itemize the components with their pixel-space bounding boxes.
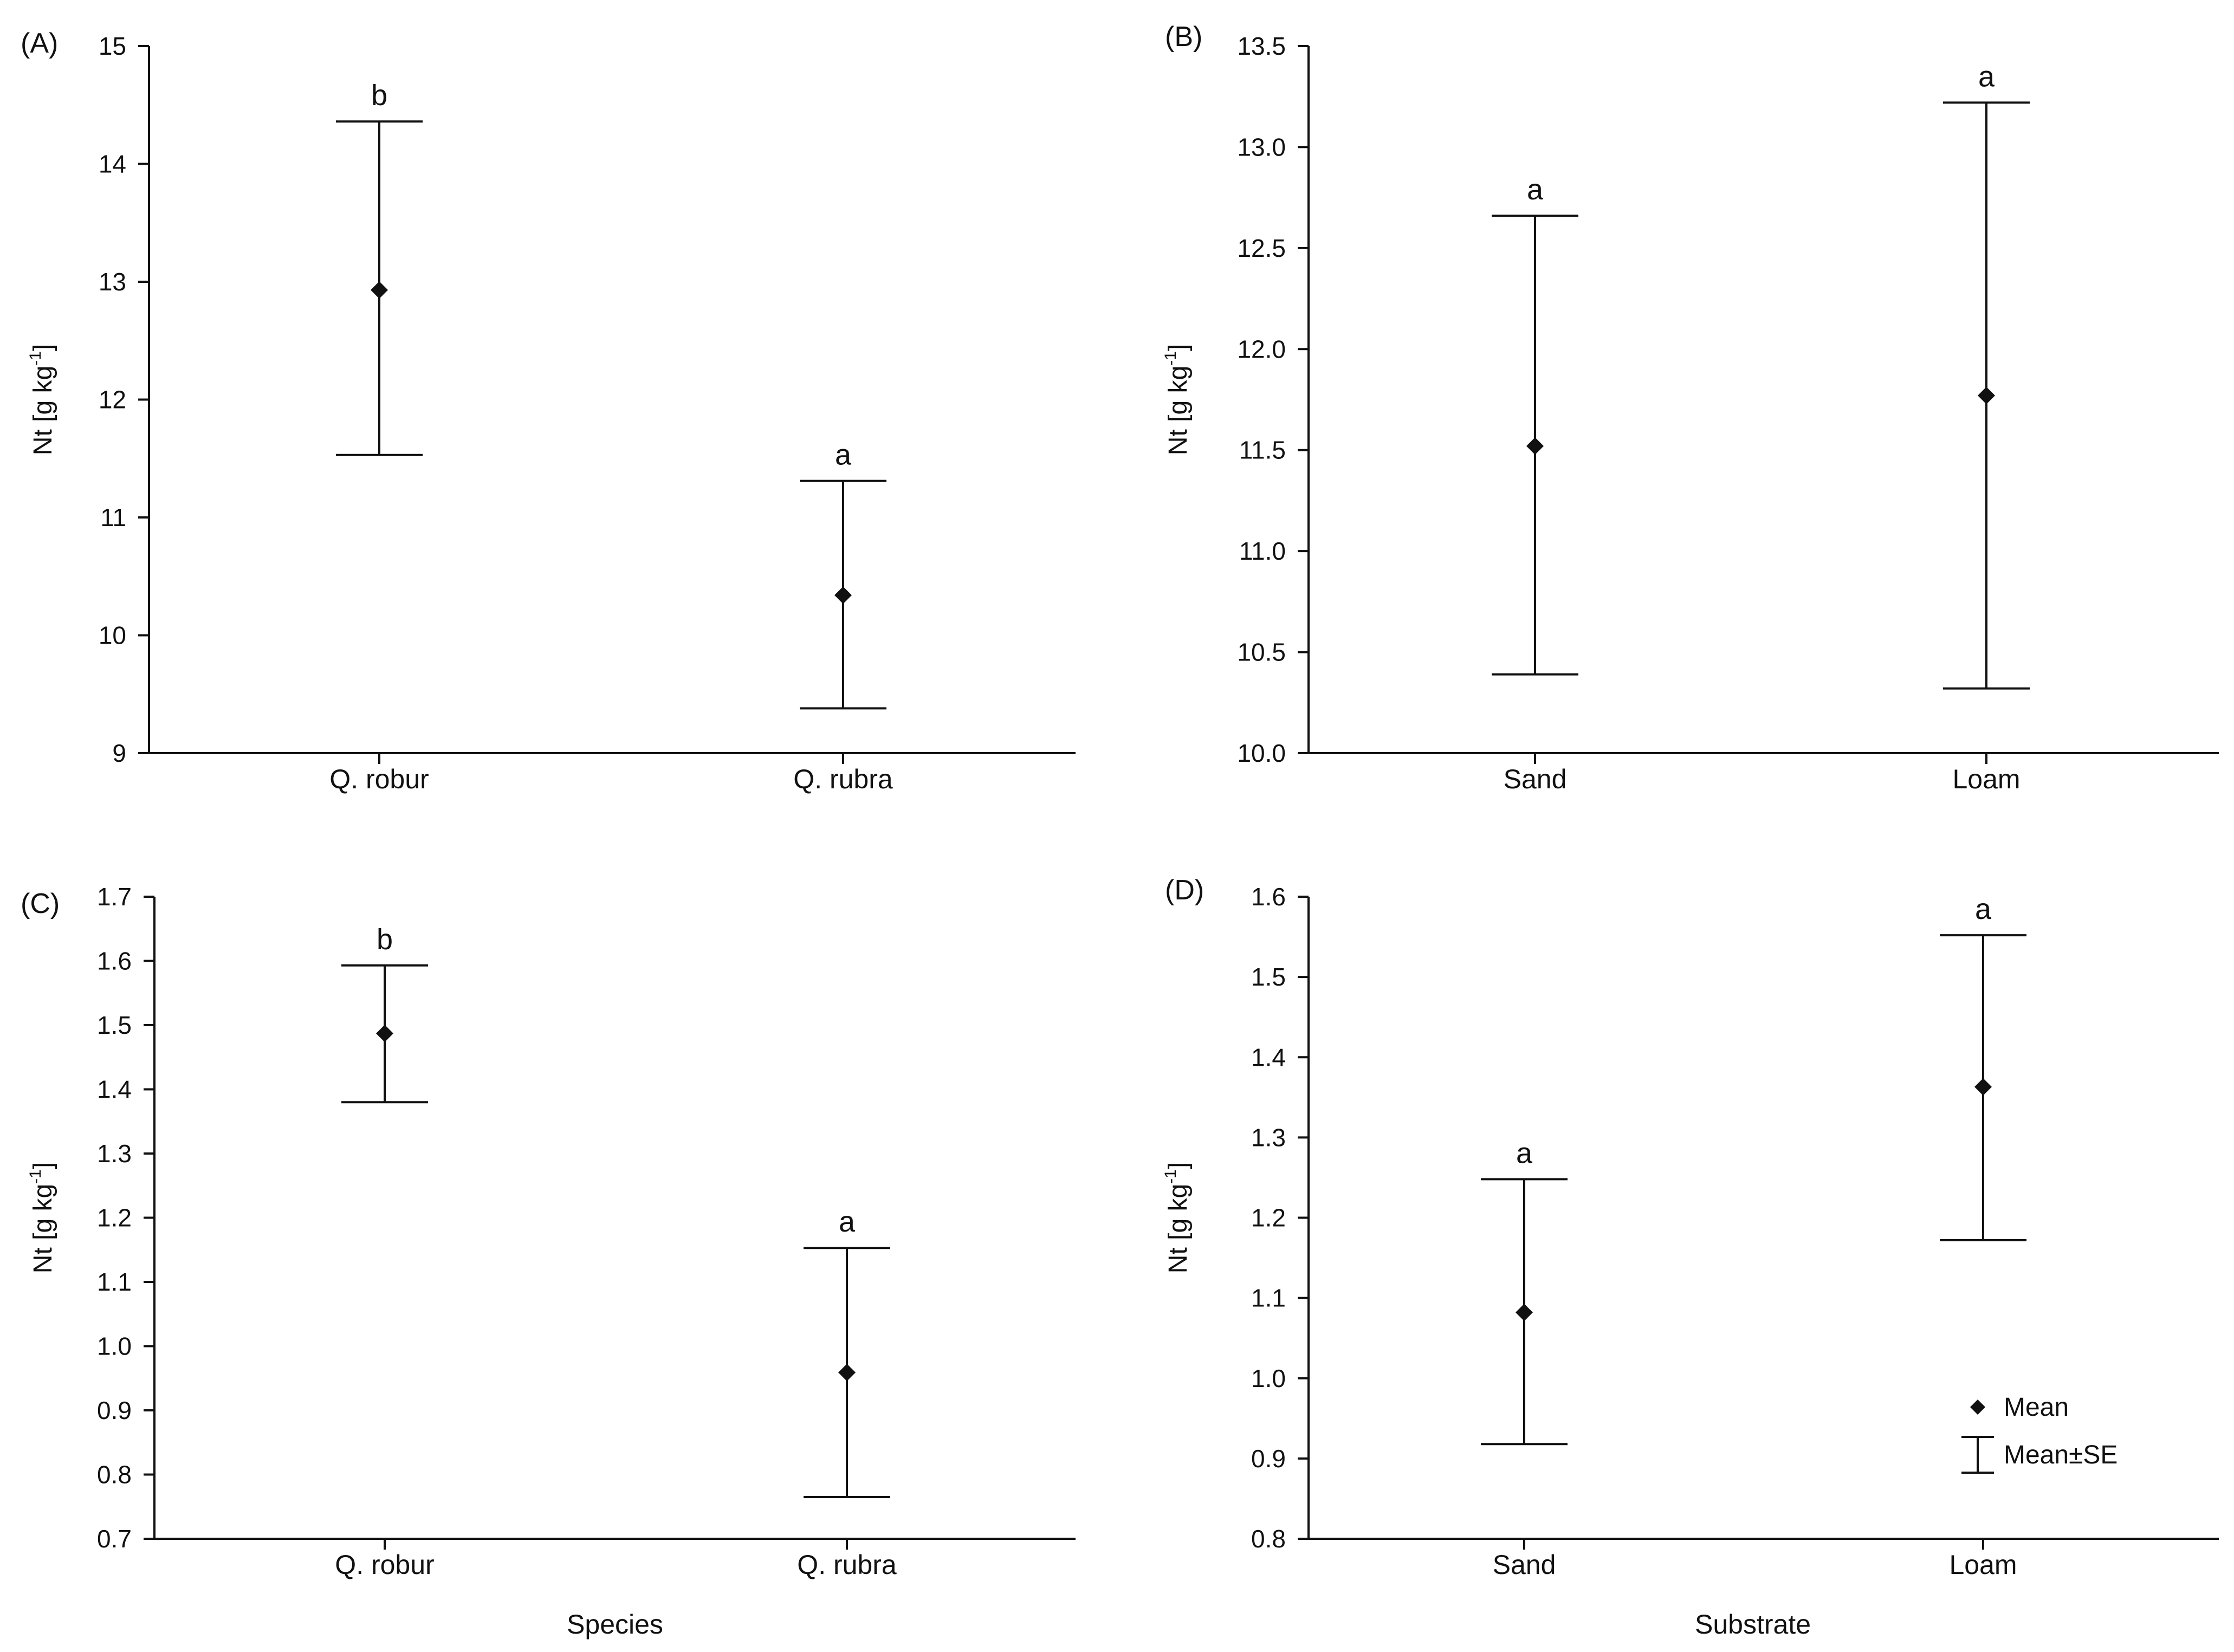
y-tick-label: 1.7 [97, 883, 132, 911]
legend-mean-marker [1970, 1400, 1985, 1415]
mean-marker [1516, 1304, 1533, 1321]
y-tick-label: 9 [112, 739, 126, 767]
mean-marker [1974, 1078, 1992, 1096]
mean-marker [376, 1025, 393, 1042]
significance-letter: a [835, 439, 852, 471]
significance-letter: a [1978, 60, 1995, 93]
y-tick-label: 1.6 [1251, 883, 1286, 911]
x-tick-label: Q. rubra [793, 764, 893, 794]
x-axis-title: Species [567, 1609, 663, 1640]
y-tick-label: 0.7 [97, 1525, 132, 1553]
x-tick-label: Q. rubra [797, 1550, 897, 1580]
y-tick-label: 1.2 [1251, 1204, 1286, 1232]
y-tick-label: 1.4 [97, 1076, 132, 1104]
y-tick-label: 15 [99, 32, 126, 60]
y-tick-label: 1.5 [97, 1011, 132, 1039]
y-tick-label: 0.8 [97, 1461, 132, 1489]
y-axis-label: Nt [g kg-1] [1162, 1162, 1193, 1273]
y-tick-label: 14 [99, 150, 126, 178]
chart-panel-4: 0.8 0.9 1.0 1.1 1.2 1.3 1.4 1.5 1.6 Sand Loam (D) Nt… [1162, 874, 2219, 1640]
legend-se-label: Mean±SE [2004, 1441, 2118, 1469]
y-tick-label: 1.1 [97, 1268, 132, 1296]
significance-letter: b [371, 79, 387, 112]
y-tick-label: 13.0 [1237, 133, 1286, 161]
x-tick-label: Sand [1504, 764, 1567, 794]
x-axis-title: Substrate [1695, 1609, 1811, 1640]
panel-label: (C) [21, 888, 60, 919]
y-tick-label: 11.5 [1239, 436, 1286, 464]
mean-marker [371, 281, 388, 299]
y-tick-label: 13.5 [1237, 32, 1286, 60]
x-tick-label: Q. robur [335, 1550, 434, 1580]
y-tick-label: 12.5 [1237, 234, 1286, 262]
significance-letter: a [1975, 893, 1992, 925]
y-tick-label: 0.9 [1251, 1444, 1286, 1473]
significance-letter: b [377, 923, 393, 956]
chart-panel-3: 0.7 0.8 0.9 1.0 1.1 1.2 1.3 1.4 1.5 1.6 1.7 Q. robu… [21, 883, 1076, 1640]
mean-marker [1526, 437, 1544, 455]
y-axis-label: Nt [g kg-1] [27, 344, 57, 455]
y-tick-label: 1.0 [97, 1332, 132, 1361]
y-tick-label: 11 [100, 503, 126, 532]
mean-marker [838, 1364, 856, 1382]
chart-panel-1: 9 10 11 12 13 14 15 Q. robur Q. rubra (A) Nt [g kg… [21, 28, 1076, 794]
y-tick-label: 10.0 [1237, 739, 1286, 767]
y-tick-label: 1.3 [97, 1139, 132, 1168]
significance-letter: a [839, 1206, 856, 1238]
x-tick-label: Loam [1952, 764, 2020, 794]
y-tick-label: 1.2 [97, 1204, 132, 1232]
x-tick-label: Q. robur [329, 764, 429, 794]
chart-panel-2: 10.0 10.5 11.0 11.5 12.0 12.5 13.0 13.5 Sand Loam… [1162, 21, 2219, 794]
y-tick-label: 1.6 [97, 947, 132, 975]
significance-letter: a [1516, 1137, 1533, 1169]
y-axis-label: Nt [g kg-1] [1162, 344, 1193, 455]
y-tick-label: 10.5 [1237, 638, 1286, 666]
y-tick-label: 1.3 [1251, 1123, 1286, 1151]
y-tick-label: 12 [99, 386, 126, 414]
y-tick-label: 1.5 [1251, 963, 1286, 991]
panel-label: (D) [1165, 874, 1204, 906]
y-tick-label: 0.8 [1251, 1525, 1286, 1553]
y-tick-label: 1.0 [1251, 1364, 1286, 1392]
mean-marker [1978, 387, 1995, 405]
y-tick-label: 10 [99, 621, 126, 650]
mean-marker [834, 586, 852, 604]
y-tick-label: 13 [99, 268, 126, 296]
x-tick-label: Sand [1493, 1550, 1556, 1580]
x-tick-label: Loam [1949, 1550, 2017, 1580]
y-tick-label: 12.0 [1237, 335, 1286, 363]
y-axis-label: Nt [g kg-1] [27, 1162, 57, 1273]
panel-label: (B) [1165, 21, 1202, 53]
y-tick-label: 1.4 [1251, 1043, 1286, 1071]
significance-letter: a [1527, 173, 1544, 206]
legend-mean-label: Mean [2004, 1393, 2069, 1422]
y-tick-label: 1.1 [1251, 1284, 1286, 1312]
y-tick-label: 0.9 [97, 1396, 132, 1424]
panel-label: (A) [21, 28, 58, 59]
y-tick-label: 11.0 [1239, 537, 1286, 565]
